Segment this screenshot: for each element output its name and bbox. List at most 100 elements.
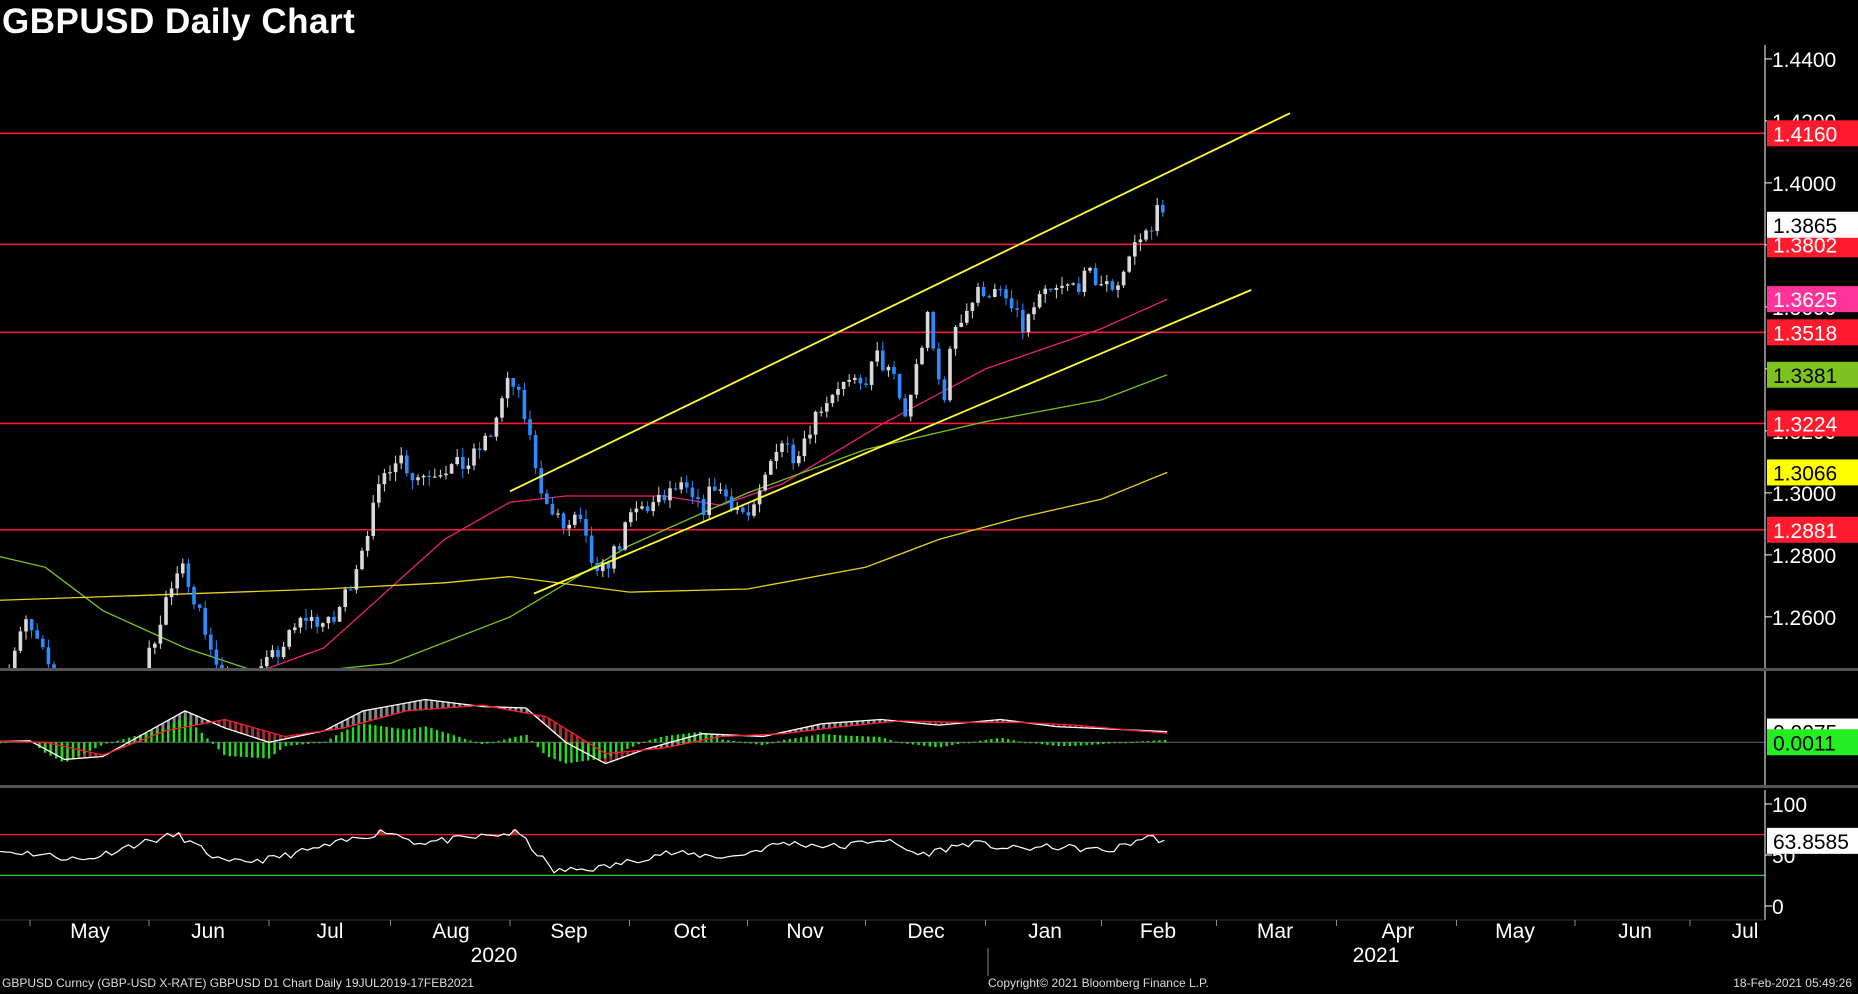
macd-histogram-bar: [295, 742, 299, 745]
candle-body: [41, 638, 45, 648]
macd-histogram-bar: [1046, 742, 1049, 745]
candle-body: [769, 461, 773, 475]
candle-body: [243, 686, 247, 690]
macd-histogram-bar: [939, 742, 943, 748]
macd-fill: [934, 721, 938, 726]
macd-histogram-bar: [1119, 742, 1122, 744]
candle-body: [718, 489, 723, 491]
macd-fill: [811, 725, 814, 731]
macd-fill: [542, 716, 546, 724]
macd-histogram-bar: [290, 742, 293, 746]
macd-histogram-bar: [514, 736, 517, 743]
candle-body: [114, 735, 118, 741]
macd-fill: [424, 699, 428, 710]
macd-fill: [923, 721, 926, 725]
candle-body: [281, 646, 286, 658]
macd-histogram-bar: [783, 739, 786, 743]
macd-histogram-bar: [883, 738, 887, 743]
macd-fill: [1074, 725, 1078, 728]
macd-fill: [452, 703, 456, 708]
candle-body: [354, 569, 359, 590]
macd-fill: [223, 719, 226, 729]
macd-histogram-bar: [615, 742, 618, 754]
macd-histogram-bar: [659, 737, 663, 743]
macd-plot: [0, 698, 1765, 765]
macd-fill: [357, 713, 361, 725]
macd-fill: [284, 736, 288, 740]
macd-fill: [844, 722, 848, 727]
macd-histogram-bar: [183, 716, 187, 743]
macd-histogram-bar: [301, 742, 304, 745]
macd-histogram-bar: [4, 741, 7, 743]
macd-fill: [245, 725, 249, 736]
candle-body: [427, 475, 431, 478]
candle-body: [1155, 205, 1159, 231]
footer-timestamp: 18-Feb-2021 05:49:26: [1733, 976, 1852, 990]
candle-body: [270, 650, 275, 657]
macd-histogram-bar: [323, 741, 327, 743]
candle-body: [673, 488, 678, 490]
macd-histogram-bar: [1057, 742, 1060, 747]
candle-body: [494, 417, 499, 437]
macd-histogram-bar: [861, 736, 864, 743]
candle-body: [909, 394, 913, 417]
macd-histogram-bar: [855, 735, 859, 743]
macd-fill: [603, 753, 607, 764]
candle-body: [231, 672, 235, 679]
macd-histogram-bar: [503, 739, 506, 743]
candle-body: [953, 326, 958, 349]
candle-body: [326, 616, 331, 624]
candle-body: [91, 712, 95, 727]
macd-hist-value-label: 0.0011: [1773, 732, 1836, 755]
month-label: Mar: [1257, 920, 1293, 943]
candle-body: [382, 473, 387, 485]
candle-body: [976, 286, 980, 303]
macd-fill: [676, 740, 680, 746]
macd-histogram-bar: [491, 742, 495, 744]
moving-average-line: [0, 471, 1168, 601]
candle-body: [522, 389, 527, 420]
moving-average-line: [0, 374, 1168, 668]
month-label: Jun: [191, 920, 225, 943]
macd-fill: [161, 723, 165, 733]
macd-fill: [189, 713, 193, 727]
candle-body: [304, 617, 308, 621]
macd-fill: [262, 730, 266, 741]
macd-histogram-bar: [777, 741, 780, 743]
candle-body: [1082, 270, 1087, 292]
macd-histogram-bar: [167, 726, 170, 743]
macd-histogram-bar: [951, 742, 954, 746]
macd-fill: [872, 719, 876, 724]
macd-histogram-bar: [542, 742, 545, 754]
macd-histogram-bar: [1068, 742, 1071, 746]
candle-body: [858, 377, 863, 384]
macd-fill: [626, 751, 630, 757]
ma-value-label: 1.3625: [1773, 289, 1837, 312]
macd-fill: [346, 718, 350, 728]
ma-value-label: 1.3381: [1773, 365, 1837, 388]
candle-body: [1009, 298, 1014, 309]
candle-body: [550, 503, 555, 515]
price-macd-divider: [0, 668, 1858, 671]
candle-body: [914, 364, 919, 395]
candle-body: [573, 514, 577, 525]
macd-fill: [458, 703, 462, 708]
macd-fill: [413, 701, 417, 711]
candle-body: [24, 619, 28, 632]
candle-body: [617, 546, 622, 550]
candle-body: [2, 685, 6, 703]
macd-histogram-bar: [335, 735, 338, 743]
macd-histogram-bar: [211, 742, 215, 744]
month-label: Feb: [1140, 920, 1176, 943]
macd-histogram-bar: [682, 733, 685, 743]
candle-body: [545, 493, 549, 504]
macd-histogram-bar: [564, 742, 567, 764]
macd-histogram-bar: [413, 728, 416, 743]
candle-body: [993, 289, 997, 298]
macd-histogram-bar: [55, 742, 58, 759]
macd-histogram-bar: [923, 742, 926, 746]
candle-body: [623, 522, 627, 550]
macd-fill: [833, 722, 837, 728]
macd-histogram-bar: [844, 735, 847, 743]
candle-body: [601, 562, 605, 571]
